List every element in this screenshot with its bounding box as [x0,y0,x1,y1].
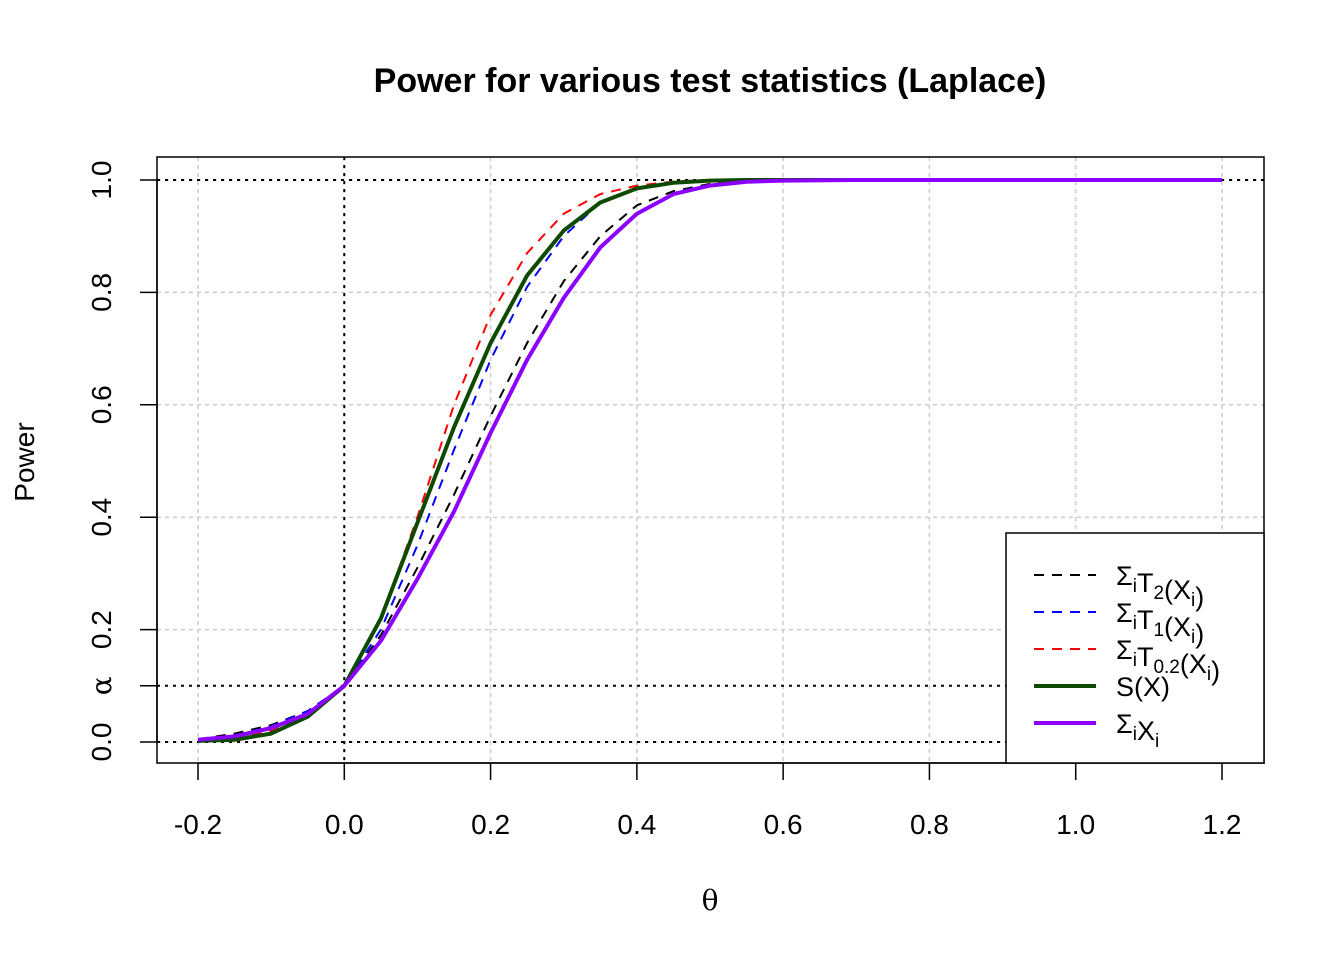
x-tick-label-1: 0.0 [325,809,364,840]
x-tick-label-0: -0.2 [174,809,222,840]
y-tick-label-6: 1.0 [86,161,117,200]
legend-subscript: i [1133,724,1137,745]
legend-subscript: i [1191,627,1195,648]
x-tick-label-7: 1.2 [1203,809,1242,840]
legend-text: S(X) [1116,672,1170,702]
legend-label-2: ΣiT0.2(Xi) [1116,635,1220,686]
x-axis: -0.2 0.0 0.2 0.4 0.6 0.8 1.0 1.2 [174,762,1242,840]
x-tick-label-6: 1.0 [1056,809,1095,840]
legend-label-0: ΣiT2(Xi) [1116,561,1204,612]
legend-text: Σ [1116,635,1133,665]
legend: ΣiT2(Xi)ΣiT1(Xi)ΣiT0.2(Xi)S(X)ΣiXi [1005,532,1265,764]
legend-subscript: 1 [1153,620,1164,641]
x-tick-label-3: 0.4 [617,809,656,840]
y-tick-label-0: 0.0 [86,723,117,762]
y-axis: 0.0 α 0.2 0.4 0.6 0.8 1.0 [85,161,158,762]
chart-title: Power for various test statistics (Lapla… [374,62,1047,100]
y-tick-label-3: 0.4 [86,498,117,537]
legend-text: Σ [1116,598,1133,628]
legend-text: T [1137,642,1154,672]
legend-box [1005,532,1265,764]
legend-subscript: i [1155,731,1159,752]
legend-subscript: i [1133,650,1137,671]
y-axis-label: Power [9,422,40,501]
legend-text: Σ [1116,561,1133,591]
legend-text: T [1137,568,1154,598]
x-tick-label-4: 0.6 [764,809,803,840]
legend-subscript: 2 [1153,583,1164,604]
legend-text: ) [1195,619,1204,649]
legend-text: X [1137,716,1155,746]
series-layer [197,178,1222,743]
legend-label-3: S(X) [1116,672,1170,702]
y-tick-label-1: α [85,676,118,695]
legend-subscript: i [1133,576,1137,597]
y-tick-label-4: 0.6 [86,385,117,424]
legend-subscript: i [1207,664,1211,685]
legend-subscript: i [1191,590,1195,611]
legend-text: T [1137,605,1154,635]
legend-text: ) [1211,656,1220,686]
y-tick-label-5: 0.8 [86,273,117,312]
legend-subscript: 0.2 [1153,657,1179,678]
series-line-4 [197,178,1222,742]
legend-text: (X [1164,575,1191,605]
legend-subscript: i [1133,613,1137,634]
legend-text: Σ [1116,709,1133,739]
x-axis-label: θ [702,884,719,917]
legend-label-4: ΣiXi [1116,709,1159,752]
legend-text: ) [1195,582,1204,612]
y-tick-label-2: 0.2 [86,610,117,649]
x-tick-label-2: 0.2 [471,809,510,840]
x-tick-label-5: 0.8 [910,809,949,840]
legend-label-1: ΣiT1(Xi) [1116,598,1204,649]
legend-text: (X [1164,612,1191,642]
legend-text: (X [1180,649,1207,679]
